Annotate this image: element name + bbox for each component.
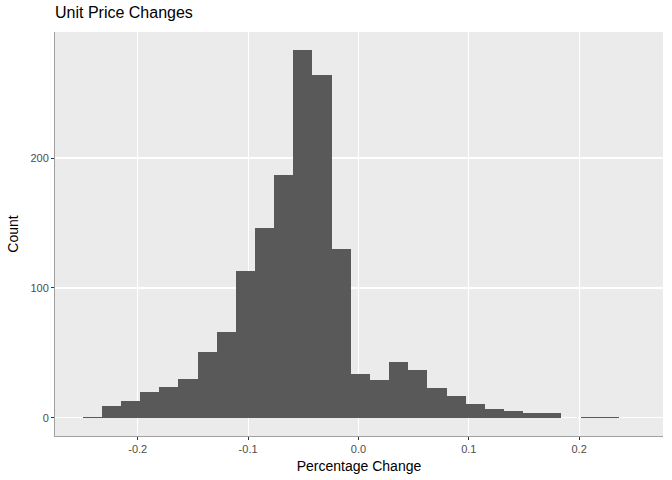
svg-text:0.0: 0.0 [351,443,366,455]
svg-text:Percentage Change: Percentage Change [297,458,422,474]
svg-text:Count: Count [5,215,21,252]
svg-text:100: 100 [30,282,48,294]
svg-text:0.2: 0.2 [571,443,586,455]
svg-text:-0.1: -0.1 [239,443,258,455]
svg-text:Unit Price Changes: Unit Price Changes [55,4,193,21]
svg-text:-0.2: -0.2 [128,443,147,455]
svg-text:200: 200 [30,152,48,164]
svg-text:0: 0 [43,412,49,424]
svg-text:0.1: 0.1 [461,443,476,455]
